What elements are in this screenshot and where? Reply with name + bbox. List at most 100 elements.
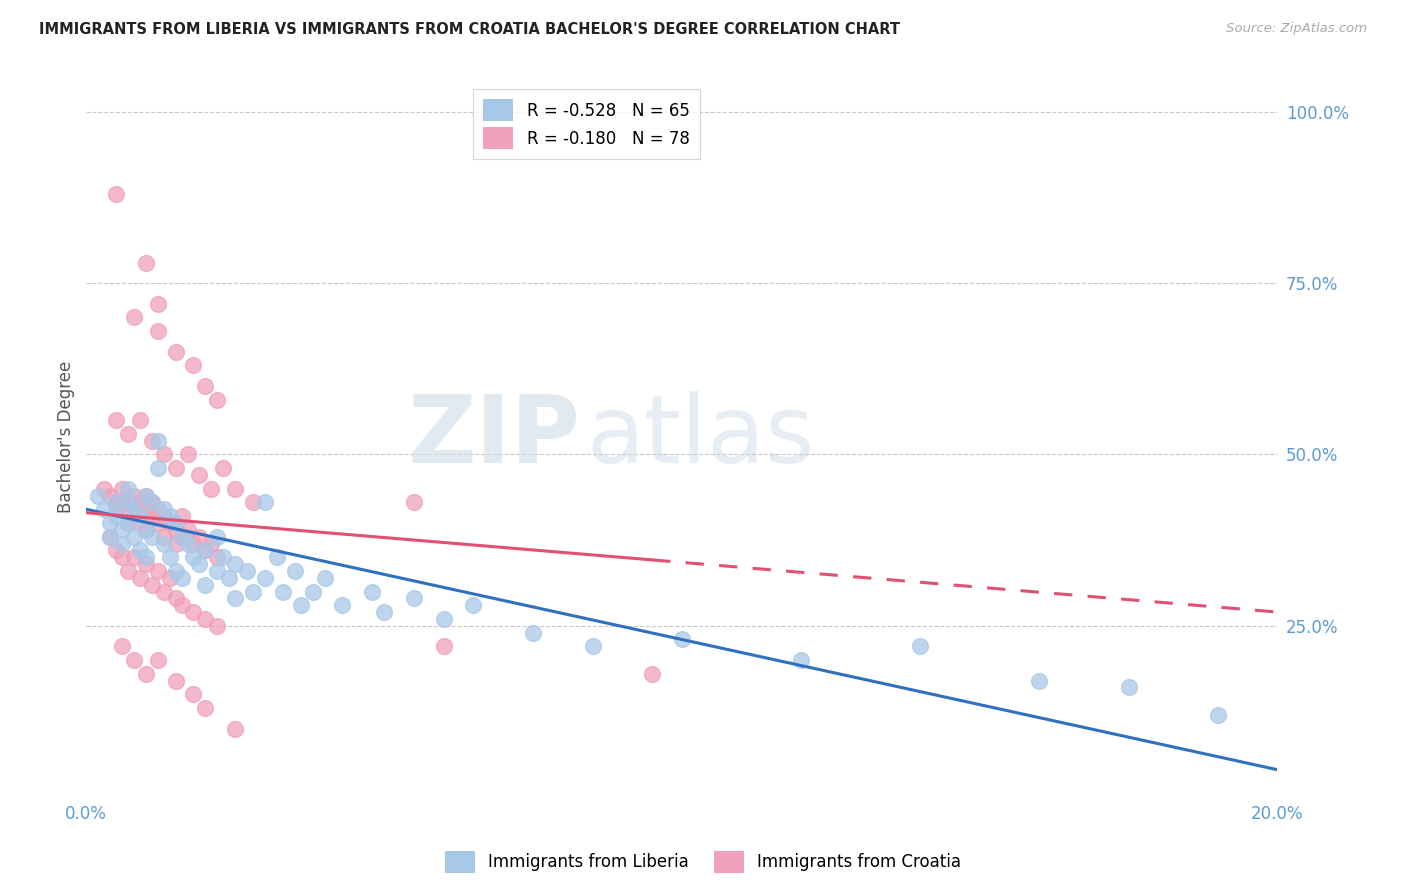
Point — [117, 502, 139, 516]
Point — [105, 502, 128, 516]
Point — [105, 509, 128, 524]
Point — [183, 687, 205, 701]
Point — [128, 509, 150, 524]
Point — [146, 324, 169, 338]
Point — [122, 653, 145, 667]
Point — [117, 426, 139, 441]
Point — [266, 550, 288, 565]
Point — [98, 489, 121, 503]
Point — [152, 509, 174, 524]
Point — [433, 612, 456, 626]
Point — [207, 530, 229, 544]
Point — [284, 564, 307, 578]
Point — [135, 255, 157, 269]
Point — [117, 516, 139, 530]
Point — [373, 605, 395, 619]
Point — [790, 653, 813, 667]
Point — [146, 516, 169, 530]
Point — [165, 673, 187, 688]
Point — [165, 536, 187, 550]
Point — [200, 536, 222, 550]
Legend: R = -0.528   N = 65, R = -0.180   N = 78: R = -0.528 N = 65, R = -0.180 N = 78 — [474, 89, 700, 159]
Point — [146, 502, 169, 516]
Point — [152, 447, 174, 461]
Point — [165, 344, 187, 359]
Point — [207, 392, 229, 407]
Point — [122, 502, 145, 516]
Point — [194, 701, 217, 715]
Point — [98, 530, 121, 544]
Point — [122, 530, 145, 544]
Point — [98, 516, 121, 530]
Point — [141, 434, 163, 448]
Text: atlas: atlas — [586, 392, 815, 483]
Point — [165, 591, 187, 606]
Point — [135, 502, 157, 516]
Point — [87, 489, 110, 503]
Point — [111, 550, 134, 565]
Point — [242, 584, 264, 599]
Point — [170, 530, 193, 544]
Point — [111, 495, 134, 509]
Text: IMMIGRANTS FROM LIBERIA VS IMMIGRANTS FROM CROATIA BACHELOR'S DEGREE CORRELATION: IMMIGRANTS FROM LIBERIA VS IMMIGRANTS FR… — [39, 22, 900, 37]
Point — [253, 495, 276, 509]
Point — [165, 461, 187, 475]
Point — [141, 530, 163, 544]
Point — [117, 564, 139, 578]
Point — [301, 584, 323, 599]
Point — [111, 640, 134, 654]
Point — [433, 640, 456, 654]
Point — [522, 625, 544, 640]
Point — [176, 536, 198, 550]
Point — [1118, 681, 1140, 695]
Point — [135, 557, 157, 571]
Point — [218, 571, 240, 585]
Point — [194, 543, 217, 558]
Point — [122, 550, 145, 565]
Point — [159, 516, 181, 530]
Point — [361, 584, 384, 599]
Point — [128, 571, 150, 585]
Legend: Immigrants from Liberia, Immigrants from Croatia: Immigrants from Liberia, Immigrants from… — [439, 845, 967, 880]
Point — [122, 310, 145, 325]
Point — [212, 550, 235, 565]
Point — [183, 605, 205, 619]
Point — [188, 557, 211, 571]
Point — [105, 495, 128, 509]
Point — [207, 564, 229, 578]
Point — [170, 530, 193, 544]
Point — [165, 564, 187, 578]
Point — [183, 536, 205, 550]
Point — [176, 523, 198, 537]
Point — [105, 495, 128, 509]
Point — [207, 619, 229, 633]
Point — [93, 502, 115, 516]
Point — [200, 482, 222, 496]
Point — [671, 632, 693, 647]
Point — [194, 379, 217, 393]
Point — [93, 482, 115, 496]
Point — [224, 722, 246, 736]
Point — [188, 530, 211, 544]
Point — [271, 584, 294, 599]
Point — [141, 495, 163, 509]
Point — [105, 543, 128, 558]
Point — [98, 530, 121, 544]
Point — [135, 489, 157, 503]
Point — [463, 599, 485, 613]
Point — [194, 577, 217, 591]
Point — [128, 413, 150, 427]
Point — [159, 571, 181, 585]
Point — [135, 523, 157, 537]
Point — [146, 653, 169, 667]
Point — [141, 495, 163, 509]
Point — [135, 666, 157, 681]
Point — [236, 564, 259, 578]
Point — [128, 495, 150, 509]
Point — [146, 461, 169, 475]
Point — [170, 509, 193, 524]
Point — [135, 523, 157, 537]
Point — [111, 482, 134, 496]
Point — [117, 495, 139, 509]
Point — [176, 447, 198, 461]
